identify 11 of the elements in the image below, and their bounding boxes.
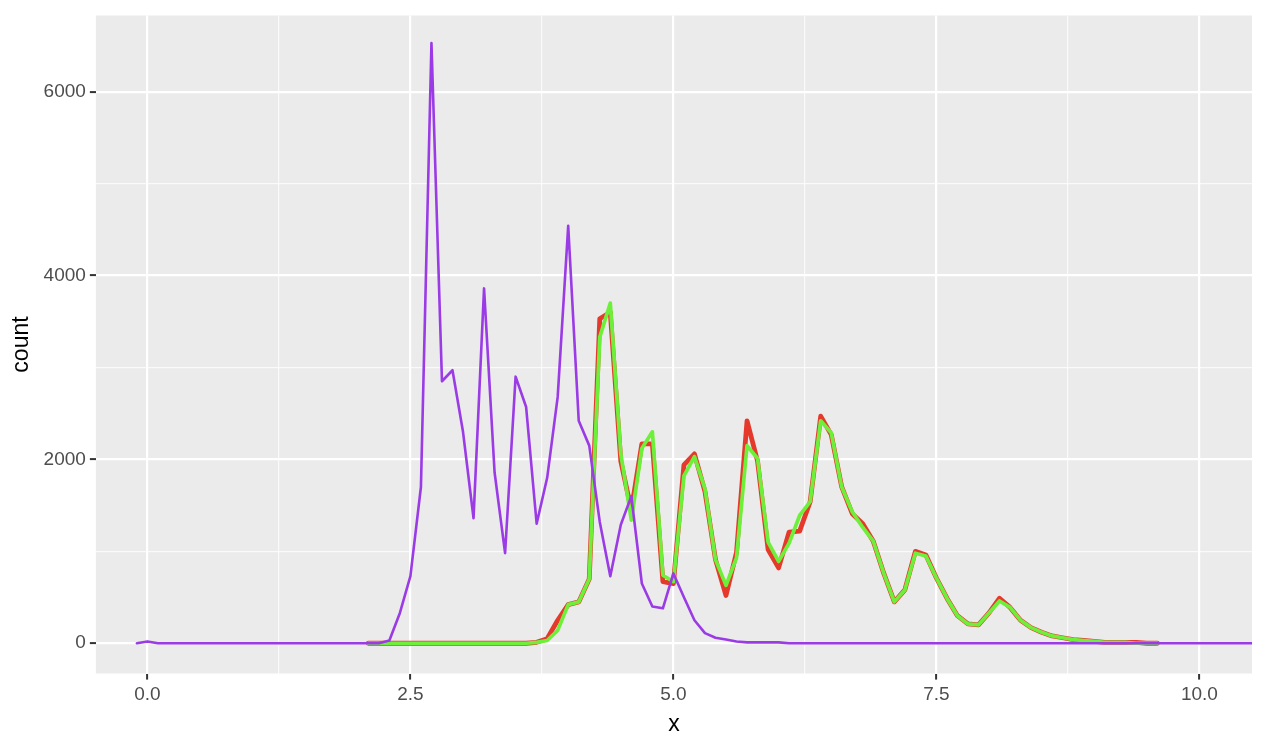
x-tick-label: 10.0 (1180, 683, 1218, 705)
x-tick-label: 2.5 (397, 683, 424, 705)
y-tick-label: 2000 (43, 447, 86, 469)
x-axis-title: x (668, 709, 681, 736)
y-tick-label: 6000 (43, 79, 86, 101)
y-tick-label: 0 (75, 631, 86, 653)
x-tick-label: 7.5 (923, 683, 950, 705)
x-tick-label: 0.0 (134, 683, 161, 705)
x-tick-label: 5.0 (660, 683, 687, 705)
y-tick-label: 4000 (43, 263, 86, 285)
y-axis-title: count (7, 315, 34, 373)
